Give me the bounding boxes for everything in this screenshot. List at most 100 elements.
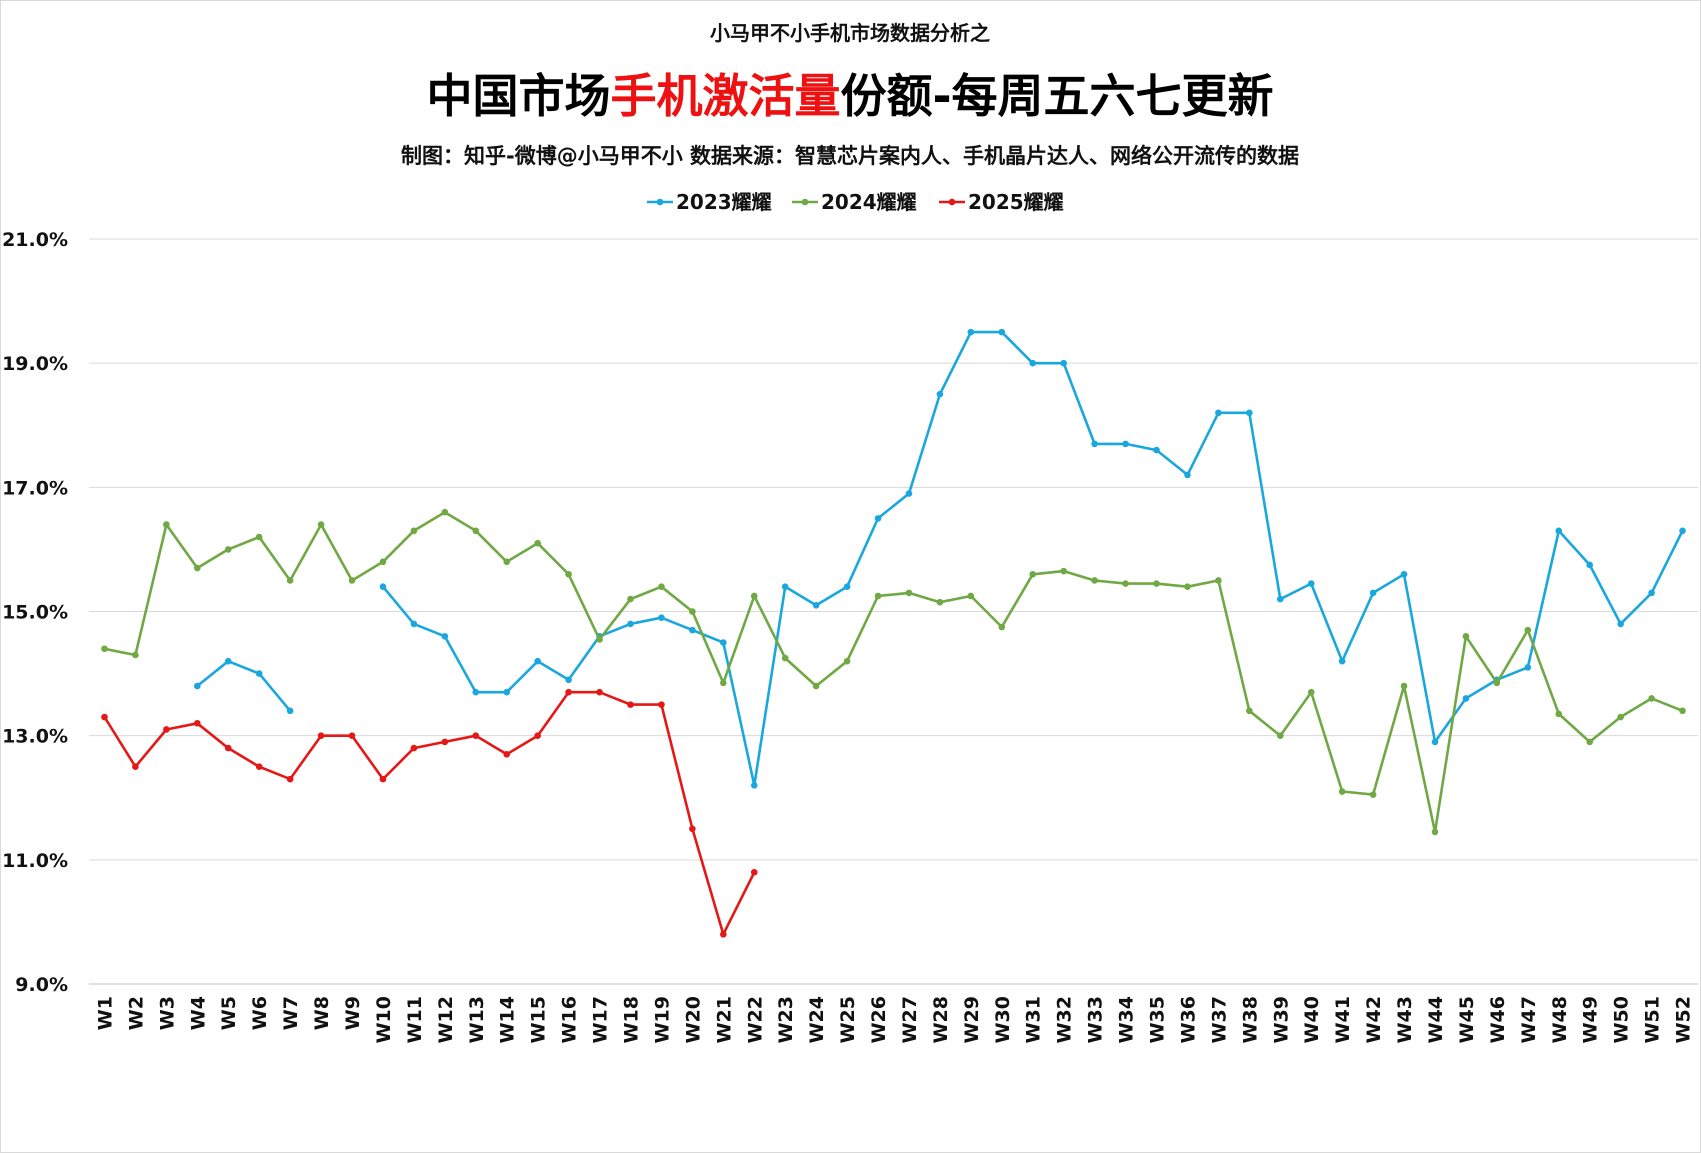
legend-label: 2025耀耀 xyxy=(968,190,1064,214)
point xyxy=(503,750,511,758)
point xyxy=(193,682,201,690)
x-tick-label: W32 xyxy=(1054,996,1076,1043)
point xyxy=(843,583,851,590)
x-tick-label: W49 xyxy=(1580,996,1602,1043)
x-tick-label: W34 xyxy=(1116,996,1138,1043)
x-tick-label: W52 xyxy=(1673,996,1695,1043)
x-tick-label: W16 xyxy=(559,996,581,1043)
x-tick-label: W33 xyxy=(1085,996,1107,1043)
x-tick-label: W37 xyxy=(1208,996,1230,1043)
point xyxy=(1276,595,1284,603)
point xyxy=(1153,446,1160,454)
point xyxy=(132,763,139,771)
x-tick-label: W23 xyxy=(775,996,797,1043)
point xyxy=(472,688,480,696)
x-tick-label: W25 xyxy=(837,996,859,1043)
x-tick-label: W40 xyxy=(1301,996,1323,1043)
x-tick-label: W36 xyxy=(1177,996,1199,1043)
point xyxy=(441,633,449,640)
point xyxy=(379,583,387,590)
point xyxy=(720,931,727,938)
point xyxy=(1493,679,1501,687)
point xyxy=(379,775,387,783)
point xyxy=(689,825,696,833)
point xyxy=(534,657,541,665)
point xyxy=(534,539,541,547)
point xyxy=(750,782,758,789)
x-tick-label: W45 xyxy=(1456,996,1478,1043)
point xyxy=(1400,682,1408,690)
point xyxy=(874,515,882,522)
x-tick-label: W29 xyxy=(961,996,983,1043)
point xyxy=(905,589,913,597)
point xyxy=(1338,657,1346,665)
point xyxy=(967,328,975,336)
point xyxy=(348,577,356,584)
x-tick-label: W38 xyxy=(1239,996,1261,1043)
point xyxy=(410,527,418,535)
point xyxy=(1338,788,1346,795)
point xyxy=(163,726,170,733)
x-tick-label: W12 xyxy=(435,996,457,1043)
point xyxy=(750,592,758,600)
point xyxy=(720,679,727,687)
point xyxy=(1555,527,1563,535)
x-tick-label: W17 xyxy=(590,996,612,1043)
series-line xyxy=(104,510,1683,834)
title-part: 份额-每周五六七更新 xyxy=(840,69,1273,123)
legend-label: 2023耀耀 xyxy=(676,190,772,214)
point xyxy=(101,645,108,653)
series-line xyxy=(103,690,756,936)
x-tick-label: W47 xyxy=(1518,996,1540,1043)
x-tick-label: W9 xyxy=(342,996,364,1030)
x-tick-label: W3 xyxy=(156,996,178,1030)
point xyxy=(1617,620,1624,628)
point xyxy=(596,688,603,696)
x-tick-label: W2 xyxy=(125,996,147,1030)
legend-marker xyxy=(801,198,809,206)
point xyxy=(1122,440,1129,448)
x-tick-label: W41 xyxy=(1332,996,1354,1043)
y-tick-label: 15.0% xyxy=(2,602,68,624)
point xyxy=(1184,471,1191,479)
point xyxy=(1400,570,1408,578)
point xyxy=(1246,707,1253,715)
point xyxy=(1215,409,1222,417)
x-tick-label: W1 xyxy=(94,996,116,1030)
point xyxy=(627,620,634,628)
point xyxy=(1091,577,1098,584)
point xyxy=(1246,409,1253,417)
point xyxy=(905,490,913,497)
y-tick-label: 11.0% xyxy=(2,850,68,872)
x-tick-label: W15 xyxy=(528,996,550,1043)
point xyxy=(689,626,696,634)
x-tick-label: W48 xyxy=(1549,996,1571,1043)
point xyxy=(1307,688,1315,696)
point xyxy=(1029,359,1037,367)
x-tick-label: W50 xyxy=(1611,996,1633,1043)
point xyxy=(596,636,603,643)
point xyxy=(720,639,727,646)
point xyxy=(255,670,263,677)
point xyxy=(286,775,294,783)
subtitle: 制图：知乎-微博@小马甲不小 数据来源：智慧芯片案内人、手机晶片达人、网络公开流… xyxy=(401,144,1299,168)
point xyxy=(317,521,325,528)
point xyxy=(224,546,232,553)
x-tick-label: W21 xyxy=(713,996,735,1043)
point xyxy=(348,732,356,739)
point xyxy=(441,738,449,746)
point xyxy=(1184,583,1191,590)
y-tick-label: 19.0% xyxy=(2,353,68,375)
point xyxy=(410,620,418,628)
point xyxy=(750,868,758,876)
point xyxy=(781,583,789,590)
point xyxy=(1060,359,1067,367)
point xyxy=(1369,589,1377,597)
point xyxy=(1524,626,1532,634)
point xyxy=(1060,567,1067,575)
point xyxy=(658,614,665,622)
point xyxy=(132,651,139,659)
point xyxy=(317,732,325,739)
point xyxy=(163,521,170,528)
